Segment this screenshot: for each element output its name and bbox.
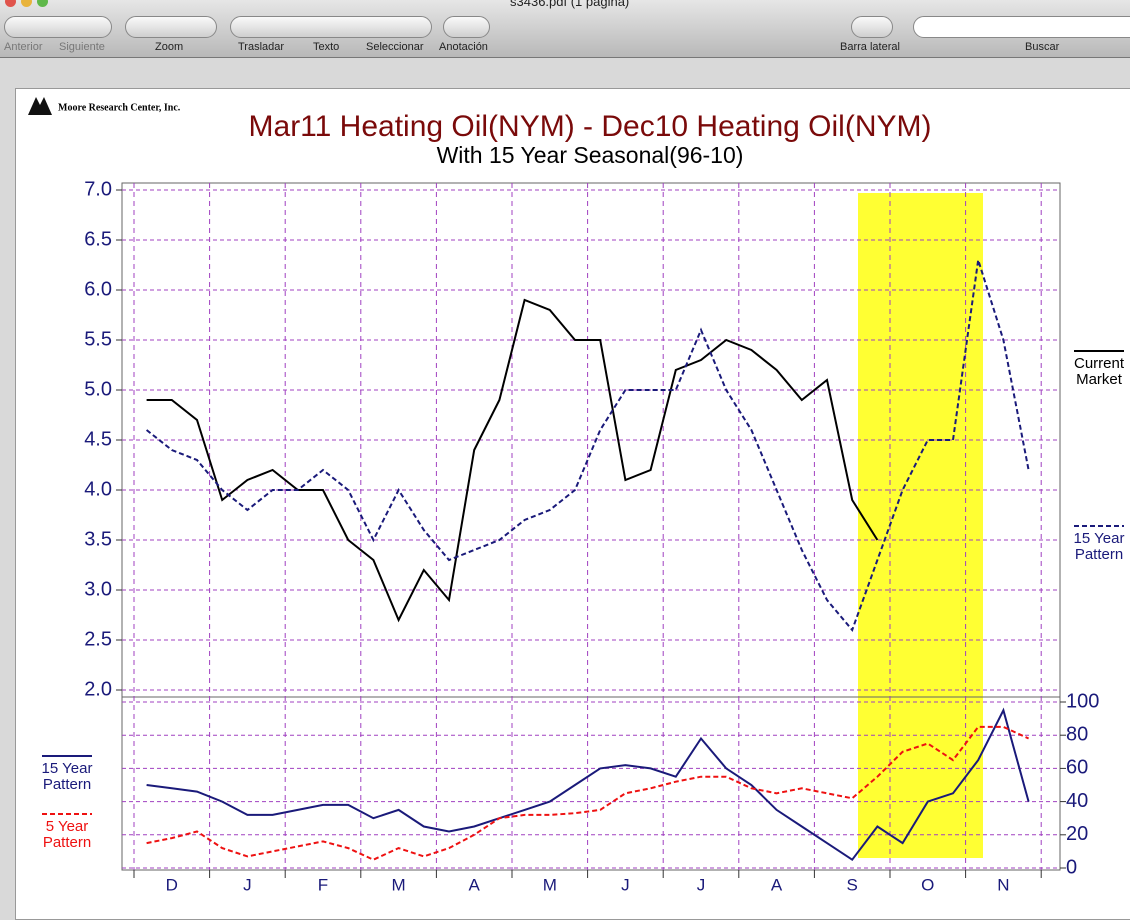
window-title: s3436.pdf (1 página): [510, 0, 630, 9]
x-tick-label: N: [997, 875, 1009, 894]
y-tick-label: 100: [1066, 690, 1099, 712]
legend-label: 5 Year Pattern: [42, 818, 92, 851]
series-line: [146, 725, 1030, 861]
x-tick-label: S: [847, 875, 858, 894]
y-tick-label: 4.5: [84, 428, 112, 450]
x-tick-label: D: [166, 875, 178, 894]
y-tick-label: 6.0: [84, 278, 112, 300]
x-tick-label: A: [771, 875, 783, 894]
nav-buttons[interactable]: [4, 16, 112, 38]
y-tick-label: 4.0: [84, 478, 112, 500]
x-tick-label: F: [318, 875, 328, 894]
annotate-button[interactable]: [443, 16, 490, 38]
y-tick-label: 3.5: [84, 528, 112, 550]
toolbar-label[interactable]: Anotación: [439, 41, 488, 53]
toolbar-label[interactable]: Trasladar: [238, 41, 285, 53]
logo: Moore Research Center, Inc.: [58, 102, 181, 113]
series-line: [146, 707, 1030, 862]
y-tick-label: 7.0: [84, 178, 112, 200]
x-tick-label: A: [469, 875, 481, 894]
x-tick-label: O: [921, 875, 934, 894]
highlight-window: [858, 193, 983, 858]
y-tick-label: 0: [1066, 856, 1077, 878]
legend-label: Current Market: [1073, 355, 1125, 388]
sidebar-button[interactable]: [851, 16, 893, 38]
zoom-buttons[interactable]: [125, 16, 217, 38]
tool-buttons[interactable]: [230, 16, 432, 38]
toolbar-label[interactable]: Anterior: [4, 41, 43, 53]
y-tick-label: 40: [1066, 790, 1088, 812]
logo-mark: [28, 97, 52, 115]
y-tick-label: 2.5: [84, 628, 112, 650]
traffic-lights: [5, 0, 48, 12]
toolbar-label[interactable]: Barra lateral: [840, 41, 900, 53]
toolbar-label[interactable]: Seleccionar: [366, 41, 424, 53]
search-field[interactable]: [913, 16, 1130, 38]
chart-subtitle: With 15 Year Seasonal(96-10): [437, 142, 744, 168]
x-tick-label: M: [543, 875, 557, 894]
x-tick-label: M: [392, 875, 406, 894]
chart-title: Mar11 Heating Oil(NYM) - Dec10 Heating O…: [249, 110, 932, 143]
y-tick-label: 80: [1066, 723, 1088, 745]
x-tick-label: J: [621, 875, 630, 894]
x-tick-label: J: [697, 875, 706, 894]
toolbar-label[interactable]: Buscar: [1025, 41, 1060, 53]
y-tick-label: 3.0: [84, 578, 112, 600]
y-tick-label: 5.5: [84, 328, 112, 350]
y-tick-label: 20: [1066, 823, 1088, 845]
y-tick-label: 60: [1066, 757, 1088, 779]
series-line: [145, 259, 1030, 632]
y-tick-label: 5.0: [84, 378, 112, 400]
legend-label: 15 Year Pattern: [41, 760, 93, 793]
toolbar-label[interactable]: Zoom: [155, 41, 184, 53]
y-tick-label: 2.0: [84, 678, 112, 700]
x-tick-label: J: [243, 875, 252, 894]
toolbar-label[interactable]: Texto: [313, 41, 340, 53]
y-tick-label: 6.5: [84, 228, 112, 250]
series-line: [146, 298, 879, 623]
toolbar-label[interactable]: Siguiente: [59, 41, 105, 53]
legend-label: 15 Year Pattern: [1073, 530, 1125, 563]
lower-frame: [121, 696, 1061, 871]
toolbar: s3436.pdf (1 página) Anterior Siguiente …: [0, 0, 1130, 58]
